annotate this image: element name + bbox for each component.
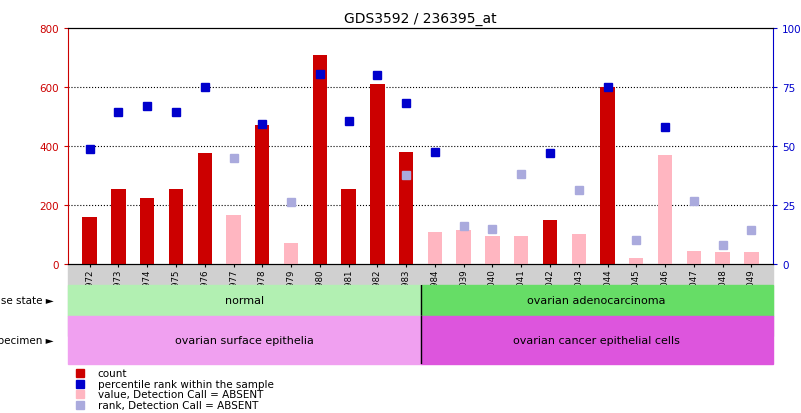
Text: normal: normal — [225, 295, 264, 306]
Text: ovarian surface epithelia: ovarian surface epithelia — [175, 335, 314, 345]
Bar — [399, 152, 413, 264]
Bar — [284, 244, 298, 264]
Text: value, Detection Call = ABSENT: value, Detection Call = ABSENT — [98, 389, 263, 399]
Bar — [629, 259, 643, 264]
Bar — [543, 220, 557, 264]
Bar — [341, 189, 356, 264]
Bar — [600, 88, 614, 264]
Bar — [744, 253, 759, 264]
Bar — [140, 198, 155, 264]
Text: count: count — [98, 368, 127, 378]
Bar — [83, 217, 97, 264]
Bar — [457, 230, 471, 264]
Bar — [370, 85, 384, 264]
Bar — [169, 189, 183, 264]
Bar — [111, 189, 126, 264]
Bar — [312, 55, 327, 264]
Text: GDS3592 / 236395_at: GDS3592 / 236395_at — [344, 12, 497, 26]
Bar — [421, 316, 773, 364]
Bar — [198, 154, 212, 264]
Bar — [514, 236, 529, 264]
Bar — [421, 285, 773, 316]
Bar — [68, 316, 421, 364]
Bar — [227, 216, 241, 264]
Text: rank, Detection Call = ABSENT: rank, Detection Call = ABSENT — [98, 400, 258, 410]
Bar — [658, 155, 672, 264]
Text: percentile rank within the sample: percentile rank within the sample — [98, 379, 274, 389]
Bar — [686, 251, 701, 264]
Bar — [428, 232, 442, 264]
Bar — [572, 235, 586, 264]
Text: specimen ►: specimen ► — [0, 335, 54, 345]
Text: ovarian cancer epithelial cells: ovarian cancer epithelial cells — [513, 335, 680, 345]
Text: disease state ►: disease state ► — [0, 295, 54, 306]
Bar — [715, 253, 730, 264]
Bar — [68, 285, 421, 316]
Text: ovarian adenocarcinoma: ovarian adenocarcinoma — [528, 295, 666, 306]
Bar — [485, 236, 500, 264]
Bar — [255, 126, 269, 264]
